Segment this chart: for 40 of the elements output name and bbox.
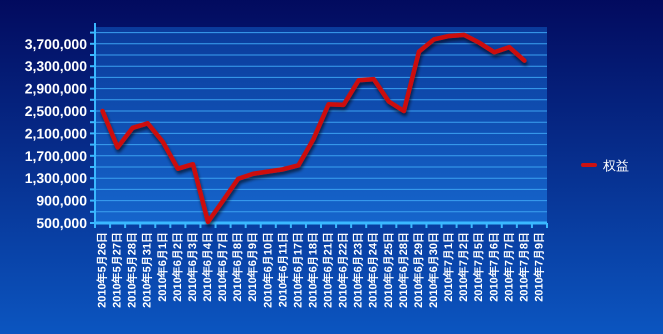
x-tick-label: 2010年5月31日: [140, 232, 154, 308]
x-tick-label: 2010年6月25日: [382, 232, 395, 308]
y-tick-label: 500,000: [36, 215, 88, 231]
x-tick-label: 2010年7月9日: [532, 232, 546, 302]
x-tick-label: 2010年7月2日: [457, 232, 470, 302]
x-tick-label: 2010年6月8日: [231, 232, 244, 302]
x-tick-label: 2010年7月5日: [472, 232, 486, 302]
x-tick-label: 2010年6月22日: [336, 232, 350, 308]
x-tick-label: 2010年6月30日: [427, 232, 440, 308]
x-tick-label: 2010年6月28日: [396, 232, 410, 308]
x-tick-label: 2010年6月23日: [352, 232, 365, 308]
x-tick-label: 2010年6月11日: [276, 232, 290, 308]
x-tick-label: 2010年5月27日: [110, 232, 124, 308]
y-tick-label: 1,300,000: [24, 170, 88, 186]
x-tick-label: 2010年6月24日: [366, 232, 380, 308]
x-tick-label: 2010年6月4日: [201, 232, 214, 302]
y-tick-label: 3,300,000: [24, 58, 88, 74]
x-tick-label: 2010年6月7日: [216, 232, 230, 302]
x-tick-label: 2010年6月18日: [306, 232, 320, 308]
x-tick-label: 2010年5月26日: [96, 232, 109, 308]
y-tick-label: 2,500,000: [24, 103, 88, 119]
legend-label: 权益: [602, 158, 629, 173]
x-tick-label: 2010年6月17日: [291, 232, 304, 308]
y-tick-label: 1,700,000: [24, 148, 88, 164]
y-tick-label: 3,700,000: [24, 36, 88, 52]
x-tick-label: 2010年6月2日: [170, 232, 184, 302]
x-tick-label: 2010年7月8日: [517, 232, 530, 302]
x-tick-label: 2010年6月10日: [261, 232, 274, 308]
x-tick-label: 2010年6月21日: [322, 232, 335, 308]
y-tick-label: 900,000: [36, 192, 88, 209]
x-tick-label: 2010年6月29日: [412, 232, 425, 308]
x-tick-label: 2010年6月1日: [156, 232, 169, 302]
x-tick-label: 2010年7月1日: [442, 232, 456, 302]
x-tick-label: 2010年6月9日: [246, 232, 260, 302]
x-tick-label: 2010年6月3日: [186, 232, 199, 302]
x-tick-label: 2010年7月6日: [487, 232, 500, 302]
x-tick-label: 2010年5月28日: [126, 232, 139, 308]
y-tick-label: 2,100,000: [24, 125, 88, 142]
y-tick-label: 2,900,000: [24, 80, 88, 97]
x-tick-label: 2010年7月7日: [502, 232, 516, 302]
